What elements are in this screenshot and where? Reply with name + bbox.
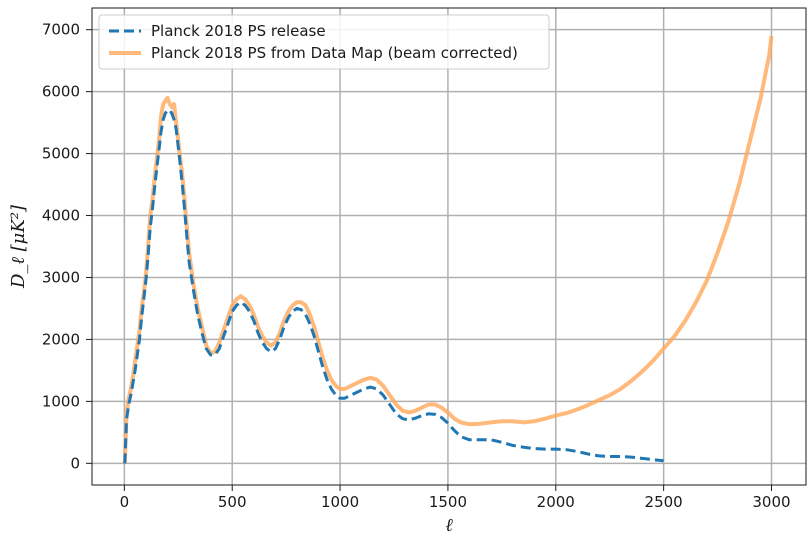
series-line-1 bbox=[123, 108, 664, 464]
y-tick-label: 6000 bbox=[42, 83, 80, 101]
y-tick-label: 4000 bbox=[42, 207, 80, 225]
legend: Planck 2018 PS release Planck 2018 PS fro… bbox=[98, 14, 550, 70]
grid-lines bbox=[92, 8, 806, 485]
y-tick-label: 1000 bbox=[42, 392, 80, 410]
x-tick-label: 3000 bbox=[752, 493, 790, 511]
legend-label-0: Planck 2018 PS from Data Map (beam corre… bbox=[151, 44, 518, 62]
y-tick-label: 5000 bbox=[42, 145, 80, 163]
x-tick-label: 1500 bbox=[429, 493, 467, 511]
series-line-0 bbox=[122, 35, 774, 464]
y-tick-label: 3000 bbox=[42, 268, 80, 286]
plot-frame bbox=[91, 7, 807, 486]
x-tick-label: 2500 bbox=[645, 493, 683, 511]
x-tick-label: 0 bbox=[120, 493, 130, 511]
y-tick-label: 7000 bbox=[42, 21, 80, 39]
legend-box bbox=[98, 14, 550, 70]
legend-label-1: Planck 2018 PS release bbox=[151, 22, 326, 40]
x-axis-label: ℓ bbox=[445, 515, 453, 536]
x-tick-label: 1000 bbox=[321, 493, 359, 511]
y-axis-label: D_ℓ [μK²] bbox=[8, 204, 29, 289]
y-tick-label: 2000 bbox=[42, 330, 80, 348]
x-tick-label: 2000 bbox=[537, 493, 575, 511]
y-tick-label: 0 bbox=[70, 454, 80, 472]
axis-ticks: 0 500 1000 1500 2000 2500 3000 0 1000 2000 3000 400… bbox=[42, 21, 791, 511]
x-tick-label: 500 bbox=[218, 493, 247, 511]
series-layer bbox=[122, 35, 774, 464]
